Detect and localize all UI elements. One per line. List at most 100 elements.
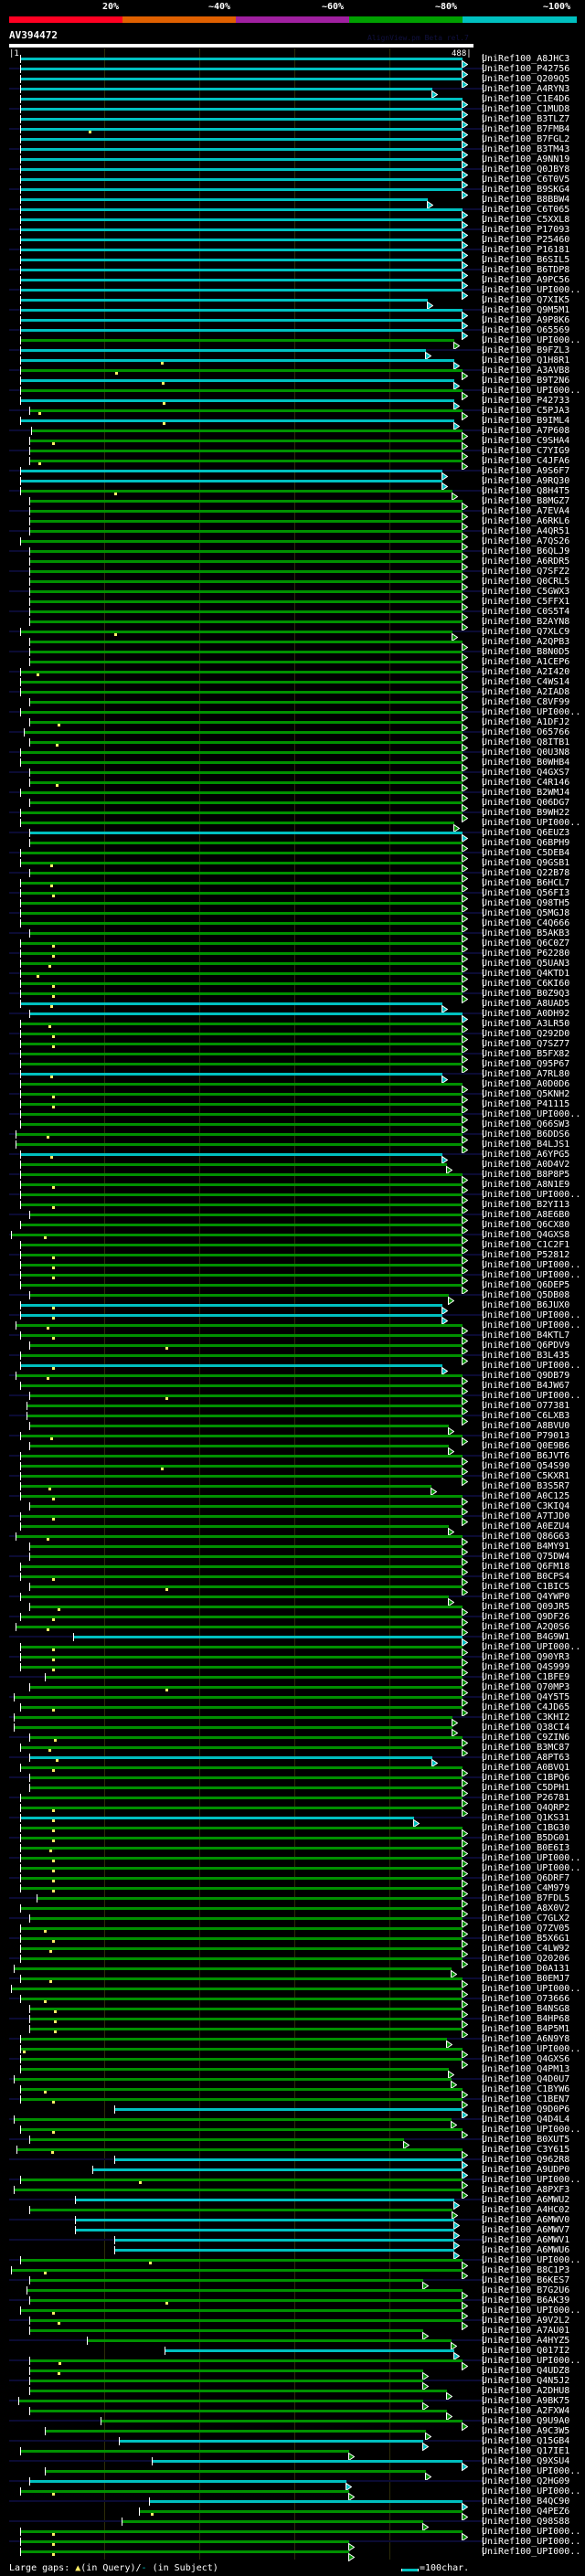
hit-row[interactable]: UniRef100_Q06DG7 <box>0 798 585 813</box>
hit-row[interactable]: UniRef100_B0E6I3 <box>0 1843 585 1859</box>
hit-row[interactable]: UniRef100_P17093 <box>0 225 585 240</box>
hit-label[interactable]: UniRef100_A6MWV1 <box>482 2235 570 2245</box>
alignment-bar[interactable] <box>20 1274 463 1277</box>
hit-label[interactable]: UniRef100_B8MGZ7 <box>482 496 570 506</box>
hit-row[interactable]: UniRef100_B3S5R7 <box>0 1481 585 1497</box>
alignment-bar[interactable] <box>18 2400 423 2402</box>
alignment-bar[interactable] <box>28 741 463 744</box>
alignment-bar[interactable] <box>23 731 463 734</box>
hit-row[interactable]: UniRef100_UPI000.. <box>0 1853 585 1869</box>
hit-label[interactable]: UniRef100_Q4QRP2 <box>482 1803 570 1813</box>
hit-label[interactable]: UniRef100_A6MWV7 <box>482 2225 570 2235</box>
hit-row[interactable]: UniRef100_Q6DEP5 <box>0 1280 585 1296</box>
hit-label[interactable]: UniRef100_A8E6B0 <box>482 1210 570 1220</box>
hit-label[interactable]: UniRef100_A9BK75 <box>482 2396 570 2406</box>
alignment-bar[interactable] <box>28 580 463 583</box>
hit-row[interactable]: UniRef100_B6AK39 <box>0 2295 585 2311</box>
hit-label[interactable]: UniRef100_C7YIG9 <box>482 446 570 456</box>
hit-label[interactable]: UniRef100_B2YI13 <box>482 1200 570 1210</box>
alignment-bar[interactable] <box>28 570 463 573</box>
hit-row[interactable]: UniRef100_UPI000.. <box>0 335 585 351</box>
hit-row[interactable]: UniRef100_Q9DF26 <box>0 1612 585 1627</box>
alignment-bar[interactable] <box>20 108 463 111</box>
alignment-bar[interactable] <box>20 2309 463 2312</box>
hit-label[interactable]: UniRef100_UPI000.. <box>482 2527 581 2537</box>
alignment-bar[interactable] <box>16 1143 463 1146</box>
hit-label[interactable]: UniRef100_P17093 <box>482 225 570 235</box>
alignment-bar[interactable] <box>20 1837 463 1839</box>
hit-row[interactable]: UniRef100_A8PT63 <box>0 1753 585 1768</box>
alignment-bar[interactable] <box>16 1626 463 1628</box>
alignment-bar[interactable] <box>14 1716 453 1719</box>
alignment-bar[interactable] <box>20 1595 449 1598</box>
alignment-bar[interactable] <box>28 510 463 513</box>
hit-label[interactable]: UniRef100_C1BG30 <box>482 1823 570 1833</box>
hit-label[interactable]: UniRef100_Q22B78 <box>482 868 570 878</box>
alignment-bar[interactable] <box>20 88 433 90</box>
hit-label[interactable]: UniRef100_A3LR50 <box>482 1019 570 1029</box>
hit-row[interactable]: UniRef100_C4JFA6 <box>0 456 585 472</box>
alignment-bar[interactable] <box>20 58 463 60</box>
hit-label[interactable]: UniRef100_UPI000.. <box>482 707 581 717</box>
alignment-bar[interactable] <box>20 168 463 171</box>
alignment-bar[interactable] <box>20 329 463 332</box>
alignment-bar[interactable] <box>20 1937 463 1940</box>
hit-row[interactable]: UniRef100_A1CEP6 <box>0 657 585 673</box>
hit-label[interactable]: UniRef100_A8PXF3 <box>482 2185 570 2195</box>
hit-row[interactable]: UniRef100_C6T0V5 <box>0 175 585 190</box>
alignment-bar[interactable] <box>20 319 463 322</box>
hit-row[interactable]: UniRef100_UPI000.. <box>0 285 585 301</box>
hit-row[interactable]: UniRef100_O65569 <box>0 325 585 341</box>
hit-row[interactable]: UniRef100_B7FDL5 <box>0 1893 585 1909</box>
hit-label[interactable]: UniRef100_Q4PM13 <box>482 2064 570 2074</box>
alignment-bar[interactable] <box>87 2339 452 2342</box>
hit-label[interactable]: UniRef100_A6RKL6 <box>482 516 570 526</box>
alignment-bar[interactable] <box>20 1867 463 1870</box>
hit-label[interactable]: UniRef100_Q7SFZ2 <box>482 567 570 577</box>
alignment-bar[interactable] <box>20 2038 447 2041</box>
alignment-bar[interactable] <box>28 1606 463 1608</box>
alignment-bar[interactable] <box>28 1776 463 1779</box>
alignment-bar[interactable] <box>74 2229 455 2231</box>
hit-label[interactable]: UniRef100_B6KES7 <box>482 2275 570 2285</box>
hit-row[interactable]: UniRef100_A6MWU2 <box>0 2195 585 2210</box>
hit-label[interactable]: UniRef100_A6RDR5 <box>482 557 570 567</box>
hit-row[interactable]: UniRef100_A6MWV0 <box>0 2215 585 2231</box>
hit-label[interactable]: UniRef100_Q7ZV05 <box>482 1924 570 1934</box>
hit-label[interactable]: UniRef100_B0Z9Q3 <box>482 989 570 999</box>
hit-label[interactable]: UniRef100_B4HP68 <box>482 2014 570 2024</box>
alignment-bar[interactable] <box>20 2088 463 2091</box>
hit-label[interactable]: UniRef100_A7RL80 <box>482 1069 570 1079</box>
hit-row[interactable]: UniRef100_A0D4V2 <box>0 1160 585 1175</box>
hit-label[interactable]: UniRef100_A0DH92 <box>482 1009 570 1019</box>
hit-row[interactable]: UniRef100_B4LJS1 <box>0 1140 585 1155</box>
hit-label[interactable]: UniRef100_P42756 <box>482 64 570 74</box>
hit-label[interactable]: UniRef100_UPI000.. <box>482 285 581 295</box>
alignment-bar[interactable] <box>20 711 463 714</box>
alignment-bar[interactable] <box>20 962 463 965</box>
hit-row[interactable]: UniRef100_B5AKB3 <box>0 928 585 944</box>
hit-label[interactable]: UniRef100_Q9U9A0 <box>482 2416 570 2426</box>
hit-label[interactable]: UniRef100_C5KXR1 <box>482 1471 570 1481</box>
alignment-bar[interactable] <box>28 2299 463 2302</box>
hit-row[interactable]: UniRef100_Q5KNH2 <box>0 1089 585 1105</box>
hit-row[interactable]: UniRef100_Q9GSB1 <box>0 858 585 874</box>
hit-label[interactable]: UniRef100_B6JVT6 <box>482 1451 570 1461</box>
alignment-bar[interactable] <box>113 2239 455 2242</box>
hit-label[interactable]: UniRef100_A7EVA4 <box>482 506 570 516</box>
hit-label[interactable]: UniRef100_A8BVU0 <box>482 1421 570 1431</box>
hit-label[interactable]: UniRef100_B4LJS1 <box>482 1140 570 1150</box>
alignment-bar[interactable] <box>20 671 463 673</box>
hit-label[interactable]: UniRef100_A7AU01 <box>482 2326 570 2336</box>
alignment-bar[interactable] <box>20 1023 463 1025</box>
hit-label[interactable]: UniRef100_UPI000.. <box>482 1260 581 1270</box>
alignment-bar[interactable] <box>28 1736 463 1739</box>
hit-row[interactable]: UniRef100_Q75DW4 <box>0 1552 585 1567</box>
hit-label[interactable]: UniRef100_B9SKG4 <box>482 185 570 195</box>
alignment-bar[interactable] <box>20 389 463 392</box>
alignment-bar[interactable] <box>20 1384 463 1387</box>
hit-row[interactable]: UniRef100_O73666 <box>0 1994 585 2009</box>
hit-label[interactable]: UniRef100_B4QC90 <box>482 2496 570 2507</box>
hit-label[interactable]: UniRef100_C3KIQ4 <box>482 1501 570 1511</box>
alignment-bar[interactable] <box>20 299 429 302</box>
